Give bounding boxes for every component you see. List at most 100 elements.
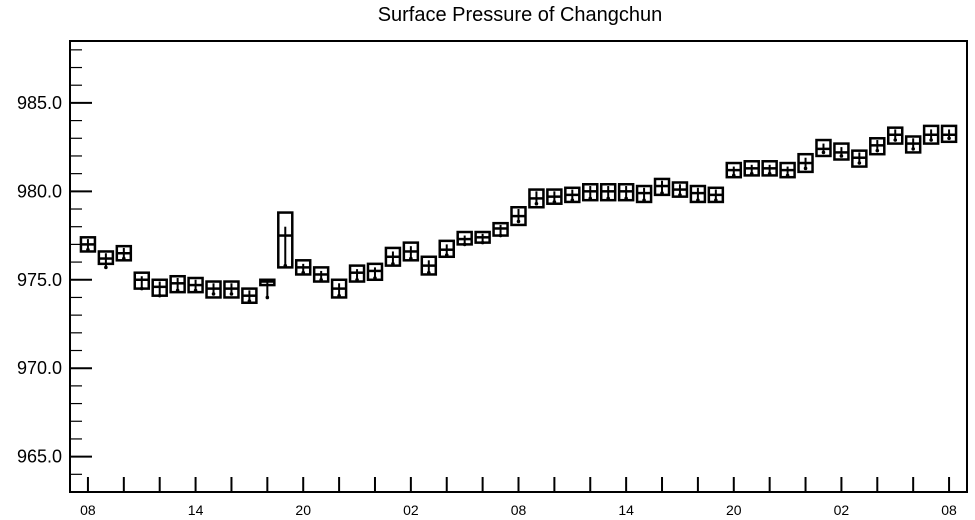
box-mark	[277, 211, 294, 269]
box-point	[139, 286, 144, 291]
box-mark	[922, 124, 940, 145]
y-tick-label: 975.0	[17, 270, 62, 290]
box-point	[283, 263, 288, 268]
box-point	[714, 198, 718, 202]
box-point	[678, 193, 682, 197]
x-tick-label: 20	[726, 502, 742, 518]
box-point	[427, 270, 431, 275]
box-mark	[438, 239, 455, 259]
x-tick-label: 08	[511, 502, 527, 518]
box-mark	[940, 124, 958, 144]
box-point	[767, 171, 772, 176]
box-mark	[743, 160, 760, 177]
box-mark	[869, 137, 886, 156]
box-mark	[564, 186, 581, 204]
box-point	[373, 276, 377, 280]
box-mark	[761, 160, 778, 177]
box-point	[696, 198, 700, 202]
box-point	[104, 265, 108, 270]
box-mark	[241, 287, 258, 305]
x-tick-label: 14	[618, 502, 634, 518]
box-mark	[528, 188, 545, 209]
box-point	[839, 154, 844, 158]
box-mark	[635, 184, 653, 204]
box-mark	[653, 177, 671, 197]
box-mark	[707, 186, 725, 204]
box-mark	[725, 161, 743, 179]
box-mark	[689, 184, 707, 204]
box-point	[301, 270, 306, 275]
box-mark	[294, 259, 312, 276]
box-point	[857, 161, 862, 165]
box-mark	[402, 241, 420, 262]
x-tick-label: 14	[188, 502, 204, 518]
y-tick-label: 965.0	[17, 447, 62, 467]
box-point	[319, 277, 323, 282]
box-mark	[187, 276, 204, 294]
box-mark	[779, 161, 796, 179]
box-point	[409, 256, 413, 261]
plot-frame	[69, 40, 968, 493]
box-mark	[815, 138, 832, 158]
box-mark	[886, 126, 904, 145]
box-point	[534, 201, 539, 206]
box-point	[588, 196, 593, 201]
box-mark	[133, 271, 151, 291]
box-point	[480, 240, 485, 245]
box-mark	[205, 280, 222, 299]
box-mark	[169, 274, 186, 294]
box-point	[785, 173, 790, 178]
y-tick-label: 980.0	[17, 181, 62, 201]
box-mark	[510, 206, 527, 227]
box-point	[660, 191, 664, 195]
box-mark	[546, 188, 563, 205]
box-point	[247, 299, 252, 303]
box-point	[642, 198, 646, 202]
box-point	[516, 219, 521, 224]
box-mark	[79, 236, 97, 253]
box-mark	[151, 278, 168, 298]
box-mark	[492, 221, 509, 238]
box-point	[265, 295, 270, 300]
y-tick-label: 970.0	[17, 358, 62, 378]
box-point	[893, 138, 898, 142]
box-point	[355, 277, 359, 282]
x-tick-label: 02	[834, 502, 850, 518]
box-mark	[97, 250, 115, 270]
box-mark	[851, 149, 868, 168]
box-point	[175, 288, 180, 293]
box-point	[193, 288, 198, 293]
chart-title: Surface Pressure of Changchun	[377, 4, 663, 26]
box-mark	[599, 183, 617, 202]
y-tick-label: 985.0	[17, 93, 62, 113]
box-point	[570, 198, 575, 202]
box-point	[122, 256, 126, 261]
box-mark	[797, 152, 814, 174]
box-point	[749, 171, 754, 176]
x-tick-label: 08	[941, 502, 957, 518]
x-tick-label: 20	[295, 502, 311, 518]
box-point	[911, 147, 915, 151]
box-mark	[115, 244, 133, 262]
box-mark	[366, 262, 384, 282]
box-point	[462, 242, 467, 247]
box-mark	[384, 246, 402, 267]
box-point	[86, 247, 90, 252]
box-mark	[904, 135, 922, 154]
box-point	[875, 148, 880, 153]
box-point	[803, 166, 808, 171]
box-mark	[456, 230, 473, 247]
box-point	[444, 253, 449, 257]
box-mark	[259, 278, 276, 300]
x-tick-label: 08	[80, 502, 96, 518]
box-mark	[330, 278, 348, 299]
box-mark	[348, 264, 366, 283]
box-mark	[833, 142, 850, 161]
box-point	[211, 292, 216, 296]
box-mark	[312, 266, 330, 283]
box-mark	[474, 230, 491, 245]
box-point	[337, 293, 341, 298]
box-point	[552, 200, 557, 204]
box-mark	[420, 255, 438, 276]
box-mark	[582, 183, 599, 202]
